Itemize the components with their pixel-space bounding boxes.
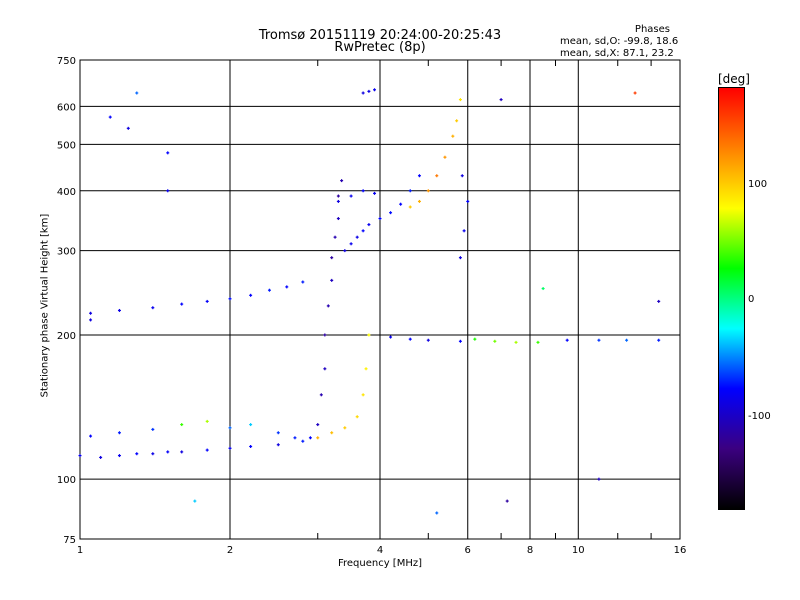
colorbar-tick-0: 0 bbox=[748, 294, 755, 305]
x-tick-label: 1 bbox=[77, 545, 83, 556]
x-axis-label: Frequency [MHz] bbox=[337, 558, 423, 569]
y-axis-label: Stationary phase Virtual Height [km] bbox=[39, 213, 51, 398]
phases-stats-x: mean, sd,X: 87.1, 23.2 bbox=[560, 48, 674, 59]
colorbar bbox=[718, 87, 745, 510]
y-tick-label: 500 bbox=[57, 140, 76, 151]
colorbar-label: [deg] bbox=[718, 72, 750, 86]
y-tick-label: 750 bbox=[57, 56, 76, 67]
x-tick-label: 6 bbox=[465, 545, 471, 556]
y-tick-label: 300 bbox=[57, 247, 76, 258]
phases-title: Phases bbox=[634, 24, 670, 35]
x-tick-label: 2 bbox=[227, 545, 233, 556]
x-tick-label: 4 bbox=[377, 545, 383, 556]
y-tick-label: 75 bbox=[63, 535, 76, 546]
x-tick-label: 16 bbox=[674, 545, 687, 556]
plot-frame bbox=[79, 59, 681, 540]
chart-subtitle: RwPretec (8p) bbox=[334, 40, 426, 55]
chart-title: Tromsø 20151119 20:24:00-20:25:43 bbox=[258, 28, 502, 43]
y-tick-label: 200 bbox=[57, 331, 76, 342]
x-tick-label: 10 bbox=[572, 545, 585, 556]
phases-stats-o: mean, sd,O: -99.8, 18.6 bbox=[560, 36, 679, 47]
colorbar-tick-100: 100 bbox=[748, 179, 768, 190]
x-tick-label: 8 bbox=[527, 545, 533, 556]
y-tick-label: 100 bbox=[57, 475, 76, 486]
colorbar-tick-minus-100: -100 bbox=[748, 411, 771, 422]
y-tick-label: 600 bbox=[57, 102, 76, 113]
y-tick-label: 400 bbox=[57, 187, 76, 198]
